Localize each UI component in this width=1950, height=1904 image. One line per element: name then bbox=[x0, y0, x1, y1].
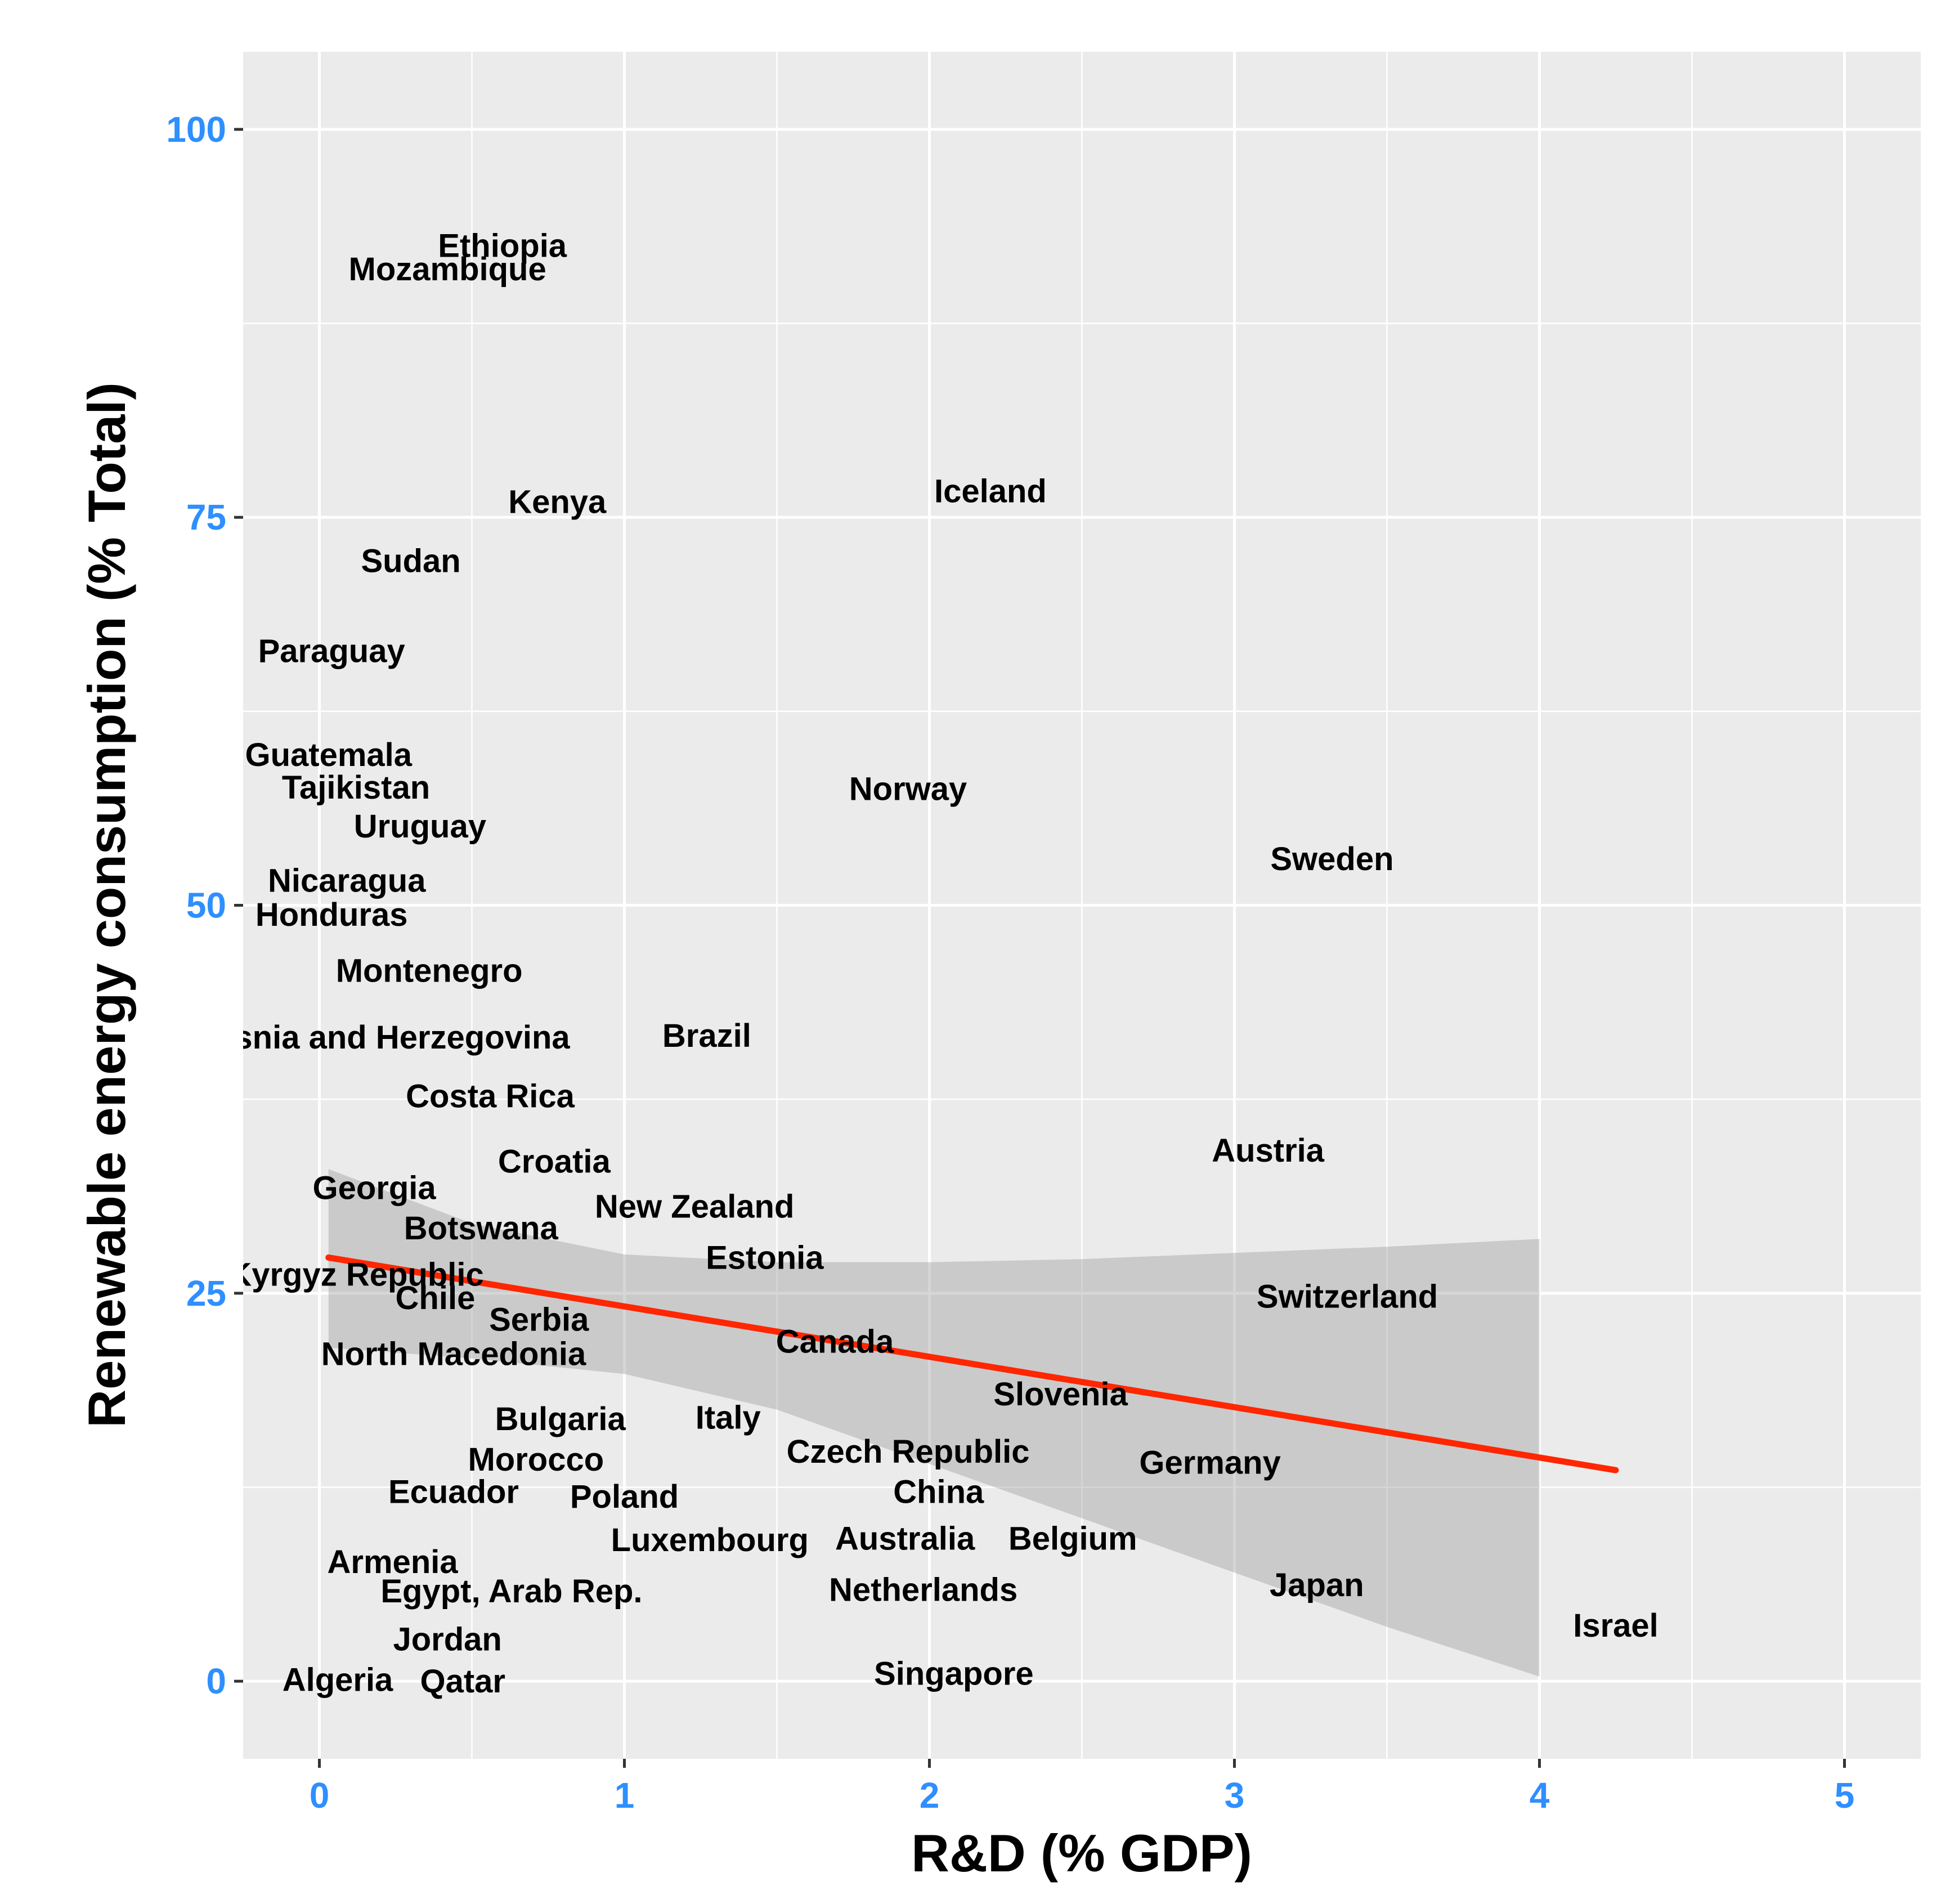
x-tick-label: 5 bbox=[1835, 1775, 1855, 1816]
point-label: China bbox=[893, 1474, 984, 1511]
point-label: Iceland bbox=[934, 473, 1047, 509]
y-tick-label: 25 bbox=[186, 1273, 226, 1314]
point-label: Nicaragua bbox=[268, 862, 426, 899]
point-label: Morocco bbox=[468, 1441, 604, 1478]
point-label: Israel bbox=[1573, 1607, 1658, 1644]
x-tick-label: 2 bbox=[920, 1775, 940, 1816]
y-tick-label: 75 bbox=[186, 497, 226, 537]
y-axis-title: Renewable energy consumption (% Total) bbox=[77, 382, 136, 1428]
point-label: Paraguay bbox=[258, 633, 405, 669]
trend-line bbox=[325, 1254, 1619, 1473]
y-tick-label: 0 bbox=[206, 1661, 226, 1701]
point-label: Luxembourg bbox=[611, 1522, 809, 1558]
x-tick-label: 1 bbox=[615, 1775, 635, 1816]
point-label: North Macedonia bbox=[321, 1336, 586, 1372]
point-label: Estonia bbox=[706, 1239, 824, 1276]
point-label: Egypt, Arab Rep. bbox=[380, 1573, 642, 1610]
x-tick-label: 0 bbox=[310, 1775, 330, 1816]
point-label: Ecuador bbox=[388, 1474, 519, 1511]
point-label: Botswana bbox=[404, 1210, 559, 1247]
x-tick-label: 3 bbox=[1225, 1775, 1245, 1816]
point-label: Montenegro bbox=[336, 952, 523, 989]
point-label: Kenya bbox=[508, 484, 607, 521]
axis-ticks: 0 25 50 75 100 0 1 2 3 4 5 bbox=[166, 109, 1854, 1816]
point-label: Mozambique bbox=[349, 251, 546, 288]
point-label: Georgia bbox=[312, 1170, 436, 1206]
point-label: Bulgaria bbox=[495, 1401, 626, 1437]
point-label: Honduras bbox=[255, 897, 408, 933]
point-label: Kyrgyz Republic bbox=[228, 1257, 483, 1293]
point-label: Austria bbox=[1212, 1132, 1325, 1169]
point-label: Switzerland bbox=[1257, 1278, 1438, 1315]
point-label: Ethiopia bbox=[438, 228, 567, 265]
point-label: Singapore bbox=[874, 1655, 1034, 1692]
point-label: Guatemala bbox=[245, 737, 412, 773]
x-tick-label: 4 bbox=[1530, 1775, 1550, 1816]
point-label: Australia bbox=[835, 1520, 975, 1557]
point-label: Sudan bbox=[361, 543, 460, 579]
y-tick-label: 50 bbox=[186, 885, 226, 926]
point-label: Armenia bbox=[328, 1544, 459, 1580]
point-label: Sweden bbox=[1270, 841, 1393, 877]
point-label: Belgium bbox=[1008, 1520, 1137, 1557]
point-label: Italy bbox=[696, 1399, 761, 1436]
point-label: Germany bbox=[1139, 1444, 1280, 1481]
trend-line-layer bbox=[325, 1254, 1619, 1473]
point-label: Croatia bbox=[498, 1143, 611, 1180]
point-label: Qatar bbox=[420, 1663, 505, 1700]
y-tick-label: 100 bbox=[166, 109, 226, 150]
point-label: Algeria bbox=[283, 1661, 393, 1698]
point-label: Brazil bbox=[662, 1018, 751, 1054]
point-label: Uruguay bbox=[354, 808, 486, 845]
point-label: Poland bbox=[570, 1479, 679, 1515]
grid-lines bbox=[243, 52, 1921, 1759]
x-axis-title: R&D (% GDP) bbox=[911, 1824, 1252, 1883]
point-label: Serbia bbox=[489, 1302, 589, 1338]
point-label: Netherlands bbox=[829, 1571, 1017, 1608]
point-label: Jordan bbox=[393, 1621, 501, 1658]
point-label: Japan bbox=[1270, 1567, 1364, 1603]
point-label: Costa Rica bbox=[406, 1078, 575, 1115]
point-label: New Zealand bbox=[595, 1188, 795, 1225]
point-label: Czech Republic bbox=[787, 1433, 1030, 1470]
confidence-band bbox=[328, 1169, 1540, 1677]
point-label: Tajikistan bbox=[282, 769, 430, 806]
point-label: Slovenia bbox=[993, 1376, 1128, 1413]
point-label: Canada bbox=[776, 1323, 894, 1360]
point-label: Chile bbox=[396, 1280, 476, 1316]
point-label: Bosnia and Herzegovina bbox=[191, 1019, 570, 1056]
point-label: Norway bbox=[849, 771, 967, 808]
confidence-band-layer bbox=[328, 1169, 1540, 1677]
